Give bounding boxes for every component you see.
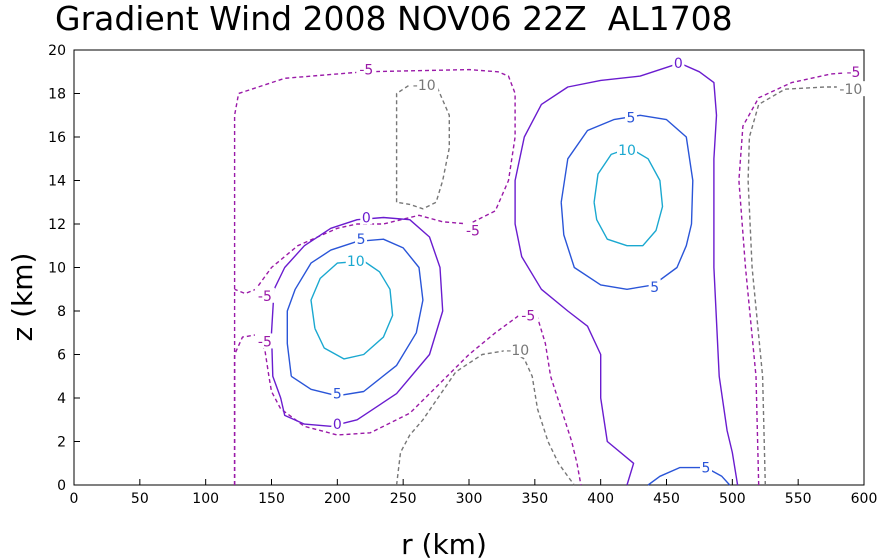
contour-label-bg-11-0 <box>345 252 366 268</box>
contour-label-bg-3-0 <box>410 76 439 92</box>
y-tick-label-2: 2 <box>57 435 66 451</box>
x-tick-label-500: 500 <box>719 491 746 507</box>
contour-label-bg-2-0 <box>843 63 864 79</box>
y-axis-label: z (km) <box>6 253 39 342</box>
contour-label-bg-4-0 <box>503 342 532 358</box>
contour-label-bg-6-0 <box>360 209 373 225</box>
contour-neg5-2 <box>738 71 865 486</box>
contour-label-bg-8-0 <box>355 231 368 247</box>
y-tick-label-10: 10 <box>48 261 66 277</box>
contour-label-10-0: 5 <box>702 461 711 477</box>
x-tick-label-100: 100 <box>192 491 219 507</box>
x-tick-label-300: 300 <box>456 491 483 507</box>
contour-5-10 <box>647 466 731 486</box>
contour-10-11 <box>310 260 394 360</box>
contour-label-bg-1-1 <box>518 307 539 323</box>
x-tick-label-0: 0 <box>70 491 79 507</box>
x-axis-label: r (km) <box>401 528 487 559</box>
contour-label-0-1: -5 <box>466 224 480 240</box>
x-tick-label-150: 150 <box>258 491 285 507</box>
contour-0-7 <box>514 62 739 486</box>
contour-label-8-0: 5 <box>357 232 366 248</box>
y-tick-label-12: 12 <box>48 217 66 233</box>
contour-label-9-0: 5 <box>626 110 635 126</box>
x-tick-label-550: 550 <box>785 491 812 507</box>
y-tick-label-20: 20 <box>48 43 66 59</box>
contour-neg5-0 <box>233 68 516 485</box>
contour-5-9 <box>560 114 694 290</box>
contour-label-1-0: -5 <box>258 334 272 350</box>
contour-label-1-1: -5 <box>521 308 535 324</box>
y-tick-label-0: 0 <box>57 478 66 494</box>
contour-label-bg-0-2 <box>254 287 275 303</box>
contour-label-bg-1-0 <box>254 333 275 349</box>
contour-label-bg-8-1 <box>331 385 344 401</box>
x-tick-label-400: 400 <box>587 491 614 507</box>
x-tick-label-50: 50 <box>131 491 149 507</box>
contour-neg10-4 <box>395 349 575 486</box>
contour-label-9-1: 5 <box>650 280 659 296</box>
x-tick-label-600: 600 <box>851 491 878 507</box>
x-tick-label-350: 350 <box>521 491 548 507</box>
y-tick-label-18: 18 <box>48 87 66 103</box>
contour-label-6-1: 0 <box>333 417 342 433</box>
contour-label-0-0: -5 <box>359 63 373 79</box>
contour-5-8 <box>286 238 424 397</box>
contour-label-4-0: -10 <box>506 343 529 359</box>
x-tick-label-450: 450 <box>653 491 680 507</box>
y-tick-label-16: 16 <box>48 130 66 146</box>
contour-neg5-1 <box>233 314 582 486</box>
contour-label-bg-9-1 <box>648 279 661 295</box>
contour-label-bg-5-0 <box>836 81 865 97</box>
contour-label-3-0: -10 <box>413 78 436 94</box>
contour-0-6 <box>270 216 444 427</box>
contour-label-12-0: 10 <box>618 143 636 159</box>
contour-label-11-0: 10 <box>347 254 365 270</box>
contour-neg10-3 <box>395 84 450 210</box>
chart-title: Gradient Wind 2008 NOV06 22Z AL1708 <box>55 0 733 38</box>
y-tick-label-4: 4 <box>57 391 66 407</box>
contour-label-bg-9-0 <box>624 109 637 125</box>
contour-label-2-0: -5 <box>846 65 860 81</box>
contour-10-12 <box>593 147 664 247</box>
contour-label-bg-12-0 <box>617 142 637 158</box>
contour-neg10-5 <box>747 86 864 486</box>
y-tick-label-8: 8 <box>57 304 66 320</box>
contour-label-bg-10-0 <box>700 459 712 475</box>
y-tick-label-14: 14 <box>48 174 66 190</box>
y-tick-label-6: 6 <box>57 348 66 364</box>
contour-label-5-0: -10 <box>839 82 862 98</box>
contour-label-6-0: 0 <box>362 210 371 226</box>
y-axis: 0 2 4 6 8 10 12 14 16 18 20 <box>48 43 80 494</box>
x-tick-label-250: 250 <box>390 491 417 507</box>
x-tick-label-200: 200 <box>324 491 351 507</box>
contour-label-0-2: -5 <box>258 289 272 305</box>
contour-layer <box>233 62 865 486</box>
contour-label-bg-0-0 <box>356 61 377 77</box>
contour-label-8-1: 5 <box>333 387 342 403</box>
contour-label-7-0: 0 <box>674 56 683 72</box>
x-axis: 0 50 100 150 200 250 300 350 400 450 500 550 600 <box>70 479 878 507</box>
contour-label-bg-7-0 <box>672 55 685 71</box>
contour-label-bg-0-1 <box>462 222 483 238</box>
contour-label-bg-6-1 <box>331 416 344 432</box>
